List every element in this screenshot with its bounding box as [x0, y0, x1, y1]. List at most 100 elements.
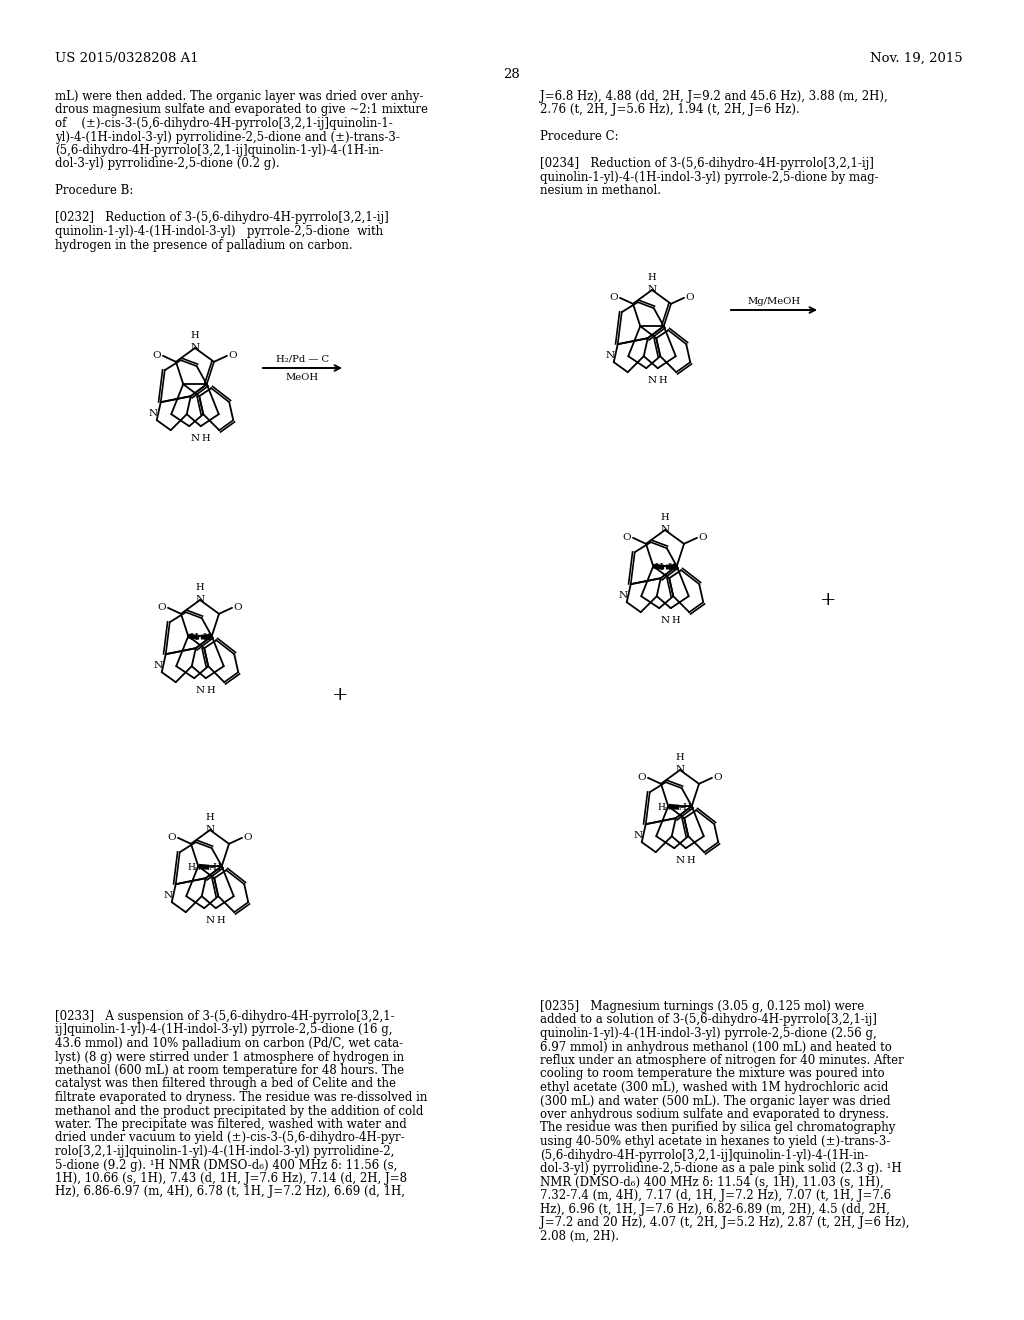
Text: 2.08 (m, 2H).: 2.08 (m, 2H). [540, 1229, 618, 1242]
Text: N: N [154, 661, 163, 669]
Text: [0235]   Magnesium turnings (3.05 g, 0.125 mol) were: [0235] Magnesium turnings (3.05 g, 0.125… [540, 1001, 864, 1012]
Text: rolo[3,2,1-ij]quinolin-1-yl)-4-(1H-indol-3-yl) pyrrolidine-2,: rolo[3,2,1-ij]quinolin-1-yl)-4-(1H-indol… [55, 1144, 394, 1158]
Text: yl)-4-(1H-indol-3-yl) pyrrolidine-2,5-dione and (±)-trans-3-: yl)-4-(1H-indol-3-yl) pyrrolidine-2,5-di… [55, 131, 400, 144]
Text: +: + [820, 591, 837, 609]
Text: quinolin-1-yl)-4-(1H-indol-3-yl)   pyrrole-2,5-dione  with: quinolin-1-yl)-4-(1H-indol-3-yl) pyrrole… [55, 224, 383, 238]
Text: added to a solution of 3-(5,6-dihydro-4H-pyrrolo[3,2,1-ij]: added to a solution of 3-(5,6-dihydro-4H… [540, 1014, 877, 1027]
Text: H: H [216, 916, 224, 925]
Text: quinolin-1-yl)-4-(1H-indol-3-yl) pyrrole-2,5-dione (2.56 g,: quinolin-1-yl)-4-(1H-indol-3-yl) pyrrole… [540, 1027, 877, 1040]
Text: O: O [244, 833, 252, 842]
Text: 6.97 mmol) in anhydrous methanol (100 mL) and heated to: 6.97 mmol) in anhydrous methanol (100 mL… [540, 1040, 892, 1053]
Text: Nov. 19, 2015: Nov. 19, 2015 [870, 51, 963, 65]
Text: N: N [190, 343, 200, 352]
Text: N: N [196, 685, 205, 694]
Text: [0233]   A suspension of 3-(5,6-dihydro-4H-pyrrolo[3,2,1-: [0233] A suspension of 3-(5,6-dihydro-4H… [55, 1010, 394, 1023]
Text: (300 mL) and water (500 mL). The organic layer was dried: (300 mL) and water (500 mL). The organic… [540, 1094, 891, 1107]
Text: N: N [648, 376, 656, 384]
Text: Procedure C:: Procedure C: [540, 131, 618, 144]
Text: catalyst was then filtered through a bed of Celite and the: catalyst was then filtered through a bed… [55, 1077, 396, 1090]
Text: N: N [647, 285, 656, 294]
Text: reflux under an atmosphere of nitrogen for 40 minutes. After: reflux under an atmosphere of nitrogen f… [540, 1053, 904, 1067]
Text: using 40-50% ethyl acetate in hexanes to yield (±)-trans-3-: using 40-50% ethyl acetate in hexanes to… [540, 1135, 891, 1148]
Text: H₂/Pd — C: H₂/Pd — C [275, 355, 329, 363]
Text: 1H), 10.66 (s, 1H), 7.43 (d, 1H, J=7.6 Hz), 7.14 (d, 2H, J=8: 1H), 10.66 (s, 1H), 7.43 (d, 1H, J=7.6 H… [55, 1172, 407, 1185]
Text: mL) were then added. The organic layer was dried over anhy-: mL) were then added. The organic layer w… [55, 90, 423, 103]
Text: H: H [660, 512, 670, 521]
Text: US 2015/0328208 A1: US 2015/0328208 A1 [55, 51, 199, 65]
Text: H: H [202, 632, 211, 642]
Text: dol-3-yl) pyrrolidine-2,5-dione (0.2 g).: dol-3-yl) pyrrolidine-2,5-dione (0.2 g). [55, 157, 280, 170]
Text: (5,6-dihydro-4H-pyrrolo[3,2,1-ij]quinolin-1-yl)-4-(1H-in-: (5,6-dihydro-4H-pyrrolo[3,2,1-ij]quinoli… [55, 144, 383, 157]
Text: H: H [201, 434, 210, 442]
Text: Hz), 6.96 (t, 1H, J=7.6 Hz), 6.82-6.89 (m, 2H), 4.5 (dd, 2H,: Hz), 6.96 (t, 1H, J=7.6 Hz), 6.82-6.89 (… [540, 1203, 890, 1216]
Text: N: N [660, 615, 670, 624]
Text: O: O [609, 293, 618, 302]
Text: H: H [212, 863, 220, 871]
Text: O: O [153, 351, 162, 360]
Text: H: H [667, 562, 676, 572]
Text: Procedure B:: Procedure B: [55, 185, 133, 198]
Text: N: N [605, 351, 614, 359]
Text: nesium in methanol.: nesium in methanol. [540, 185, 662, 198]
Text: 5-dione (9.2 g). ¹H NMR (DMSO-d₆) 400 MHz δ: 11.56 (s,: 5-dione (9.2 g). ¹H NMR (DMSO-d₆) 400 MH… [55, 1159, 397, 1172]
Text: ethyl acetate (300 mL), washed with 1M hydrochloric acid: ethyl acetate (300 mL), washed with 1M h… [540, 1081, 889, 1094]
Text: methanol (600 mL) at room temperature for 48 hours. The: methanol (600 mL) at room temperature fo… [55, 1064, 404, 1077]
Text: MeOH: MeOH [286, 372, 319, 381]
Text: hydrogen in the presence of palladium on carbon.: hydrogen in the presence of palladium on… [55, 239, 352, 252]
Text: N: N [676, 855, 685, 865]
Text: dol-3-yl) pyrrolidine-2,5-dione as a pale pink solid (2.3 g). ¹H: dol-3-yl) pyrrolidine-2,5-dione as a pal… [540, 1162, 901, 1175]
Text: drous magnesium sulfate and evaporated to give ~2:1 mixture: drous magnesium sulfate and evaporated t… [55, 103, 428, 116]
Text: H: H [648, 272, 656, 281]
Text: NMR (DMSO-d₆) 400 MHz δ: 11.54 (s, 1H), 11.03 (s, 1H),: NMR (DMSO-d₆) 400 MHz δ: 11.54 (s, 1H), … [540, 1176, 884, 1188]
Text: Mg/MeOH: Mg/MeOH [748, 297, 801, 305]
Text: O: O [233, 603, 243, 612]
Text: H: H [676, 752, 684, 762]
Text: water. The precipitate was filtered, washed with water and: water. The precipitate was filtered, was… [55, 1118, 407, 1131]
Text: H: H [686, 855, 694, 865]
Text: N: N [190, 434, 200, 442]
Text: quinolin-1-yl)-4-(1H-indol-3-yl) pyrrole-2,5-dione by mag-: quinolin-1-yl)-4-(1H-indol-3-yl) pyrrole… [540, 172, 879, 183]
Text: (5,6-dihydro-4H-pyrrolo[3,2,1-ij]quinolin-1-yl)-4-(1H-in-: (5,6-dihydro-4H-pyrrolo[3,2,1-ij]quinoli… [540, 1148, 868, 1162]
Text: H: H [682, 803, 690, 812]
Text: Hₘₘₘ: Hₘₘₘ [187, 863, 212, 871]
Text: H: H [196, 582, 205, 591]
Text: O: O [638, 774, 646, 783]
Text: H: H [206, 685, 215, 694]
Text: ij]quinolin-1-yl)-4-(1H-indol-3-yl) pyrrole-2,5-dione (16 g,: ij]quinolin-1-yl)-4-(1H-indol-3-yl) pyrr… [55, 1023, 392, 1036]
Text: N: N [206, 825, 215, 834]
Text: N: N [618, 590, 628, 599]
Text: H: H [189, 632, 198, 642]
Text: of    (±)-cis-3-(5,6-dihydro-4H-pyrrolo[3,2,1-ij]quinolin-1-: of (±)-cis-3-(5,6-dihydro-4H-pyrrolo[3,2… [55, 117, 393, 129]
Text: 7.32-7.4 (m, 4H), 7.17 (d, 1H, J=7.2 Hz), 7.07 (t, 1H, J=7.6: 7.32-7.4 (m, 4H), 7.17 (d, 1H, J=7.2 Hz)… [540, 1189, 891, 1203]
Text: N: N [206, 916, 215, 925]
Text: H: H [671, 615, 680, 624]
Text: dried under vacuum to yield (±)-cis-3-(5,6-dihydro-4H-pyr-: dried under vacuum to yield (±)-cis-3-(5… [55, 1131, 404, 1144]
Text: Hₘₘₘ: Hₘₘₘ [657, 803, 682, 812]
Text: O: O [168, 833, 176, 842]
Text: cooling to room temperature the mixture was poured into: cooling to room temperature the mixture … [540, 1068, 885, 1081]
Text: The residue was then purified by silica gel chromatography: The residue was then purified by silica … [540, 1122, 895, 1134]
Text: N: N [148, 409, 158, 417]
Text: O: O [623, 533, 631, 543]
Text: O: O [698, 533, 708, 543]
Text: [0232]   Reduction of 3-(5,6-dihydro-4H-pyrrolo[3,2,1-ij]: [0232] Reduction of 3-(5,6-dihydro-4H-py… [55, 211, 389, 224]
Text: Hz), 6.86-6.97 (m, 4H), 6.78 (t, 1H, J=7.2 Hz), 6.69 (d, 1H,: Hz), 6.86-6.97 (m, 4H), 6.78 (t, 1H, J=7… [55, 1185, 406, 1199]
Text: N: N [163, 891, 172, 900]
Text: filtrate evaporated to dryness. The residue was re-dissolved in: filtrate evaporated to dryness. The resi… [55, 1092, 427, 1104]
Text: O: O [228, 351, 238, 360]
Text: H: H [658, 376, 667, 384]
Text: 43.6 mmol) and 10% palladium on carbon (Pd/C, wet cata-: 43.6 mmol) and 10% palladium on carbon (… [55, 1038, 403, 1049]
Text: O: O [714, 774, 722, 783]
Text: J=7.2 and 20 Hz), 4.07 (t, 2H, J=5.2 Hz), 2.87 (t, 2H, J=6 Hz),: J=7.2 and 20 Hz), 4.07 (t, 2H, J=5.2 Hz)… [540, 1216, 909, 1229]
Text: H: H [190, 330, 200, 339]
Text: 2.76 (t, 2H, J=5.6 Hz), 1.94 (t, 2H, J=6 Hz).: 2.76 (t, 2H, J=5.6 Hz), 1.94 (t, 2H, J=6… [540, 103, 800, 116]
Text: N: N [660, 525, 670, 535]
Text: N: N [633, 830, 642, 840]
Text: H: H [206, 813, 214, 821]
Text: lyst) (8 g) were stirred under 1 atmosphere of hydrogen in: lyst) (8 g) were stirred under 1 atmosph… [55, 1051, 404, 1064]
Text: methanol and the product precipitated by the addition of cold: methanol and the product precipitated by… [55, 1105, 423, 1118]
Text: +: + [332, 686, 348, 704]
Text: J=6.8 Hz), 4.88 (dd, 2H, J=9.2 and 45.6 Hz), 3.88 (m, 2H),: J=6.8 Hz), 4.88 (dd, 2H, J=9.2 and 45.6 … [540, 90, 888, 103]
Text: N: N [196, 595, 205, 605]
Text: [0234]   Reduction of 3-(5,6-dihydro-4H-pyrrolo[3,2,1-ij]: [0234] Reduction of 3-(5,6-dihydro-4H-py… [540, 157, 873, 170]
